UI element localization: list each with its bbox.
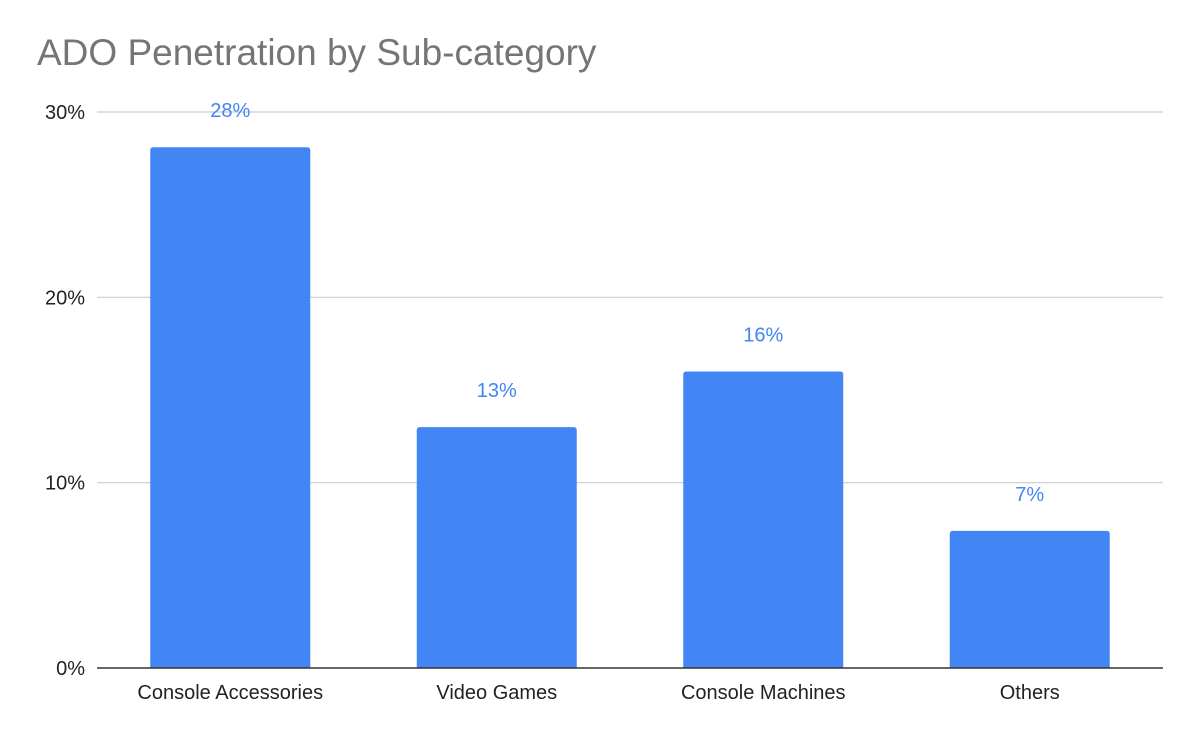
y-tick-label: 10% [45,473,85,495]
bar-1 [416,427,577,668]
data-label: 13% [477,380,517,402]
chart-title: ADO Penetration by Sub-category [37,32,597,73]
x-category-label: Console Machines [681,682,846,704]
x-category-label: Others [1000,682,1060,704]
y-axis-ticks: 0% 10% 20% 30% [45,102,85,680]
x-axis: Console Accessories Video Games Console Ma… [97,667,1163,704]
x-category-label: Console Accessories [137,682,323,704]
y-tick-label: 0% [56,658,85,680]
data-label: 7% [1015,484,1044,506]
y-tick-label: 20% [45,287,85,309]
bar-2 [683,371,844,668]
data-labels: 28% 13% 16% 7% [210,100,1044,506]
bar-3 [949,530,1110,668]
data-label: 28% [210,100,250,122]
data-label: 16% [743,324,783,346]
y-tick-label: 30% [45,102,85,124]
bar-0 [150,147,311,669]
x-category-label: Video Games [436,682,557,704]
bars [150,147,1110,669]
